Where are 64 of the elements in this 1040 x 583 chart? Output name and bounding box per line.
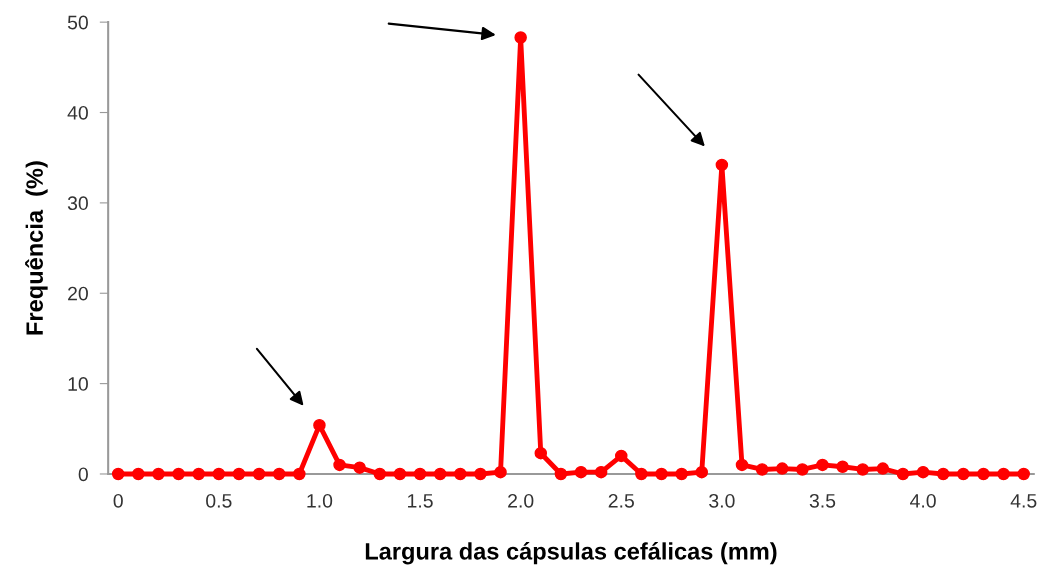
point xyxy=(816,458,829,472)
y-tick-label: 50 xyxy=(67,15,88,30)
point xyxy=(755,463,769,476)
point xyxy=(152,467,165,481)
point xyxy=(494,465,507,479)
point xyxy=(232,467,246,481)
point xyxy=(333,458,346,472)
x-tick-label: 1.0 xyxy=(307,493,333,508)
x-tick-label: 1.5 xyxy=(408,494,433,508)
point xyxy=(1017,467,1030,481)
point xyxy=(111,467,125,481)
point xyxy=(192,467,205,481)
point xyxy=(554,467,568,481)
point xyxy=(353,461,366,474)
point xyxy=(836,460,849,474)
point xyxy=(514,31,527,44)
point xyxy=(313,418,326,432)
point xyxy=(393,467,407,481)
x-tick-label: 0.5 xyxy=(206,493,232,508)
x-tick-label: 0 xyxy=(113,493,123,508)
point xyxy=(252,467,266,481)
point xyxy=(936,467,950,481)
point xyxy=(635,467,648,481)
x-tick-label: 3.0 xyxy=(709,493,735,508)
x-tick-label: 2.0 xyxy=(508,493,534,508)
y-tick-label: 0 xyxy=(78,467,88,482)
y-tick-label: 20 xyxy=(68,286,88,301)
x-tick-label: 2.5 xyxy=(608,493,634,508)
point xyxy=(796,463,809,476)
point xyxy=(433,467,447,481)
x-tick-label: 4.5 xyxy=(1010,494,1037,508)
point xyxy=(775,462,789,475)
y-axis-title: Frequência (%) xyxy=(25,161,48,335)
point xyxy=(212,467,226,481)
point xyxy=(474,467,487,481)
point xyxy=(574,465,588,479)
y-tick-label: 30 xyxy=(67,196,88,211)
point xyxy=(594,465,608,479)
point xyxy=(534,446,548,460)
y-tick-label: 40 xyxy=(67,105,88,120)
point xyxy=(454,467,467,481)
point xyxy=(957,467,970,481)
point xyxy=(715,158,729,172)
point xyxy=(655,467,668,481)
point xyxy=(172,467,185,481)
point xyxy=(695,465,709,479)
point xyxy=(132,467,145,481)
point xyxy=(977,467,990,481)
point xyxy=(997,467,1010,481)
point xyxy=(373,467,387,481)
y-tick-label: 10 xyxy=(68,377,88,391)
point xyxy=(272,467,286,481)
point xyxy=(856,463,869,476)
x-axis-title: Largura das cápsulas cefálicas (mm) xyxy=(365,542,777,565)
point xyxy=(916,465,930,479)
point xyxy=(293,467,306,481)
x-tick-label: 4.0 xyxy=(910,493,936,508)
point xyxy=(735,458,749,472)
point xyxy=(413,467,427,481)
x-tick-label: 3.5 xyxy=(809,493,836,508)
point xyxy=(615,449,628,463)
point xyxy=(896,467,910,481)
point xyxy=(675,467,688,481)
point xyxy=(876,462,890,475)
